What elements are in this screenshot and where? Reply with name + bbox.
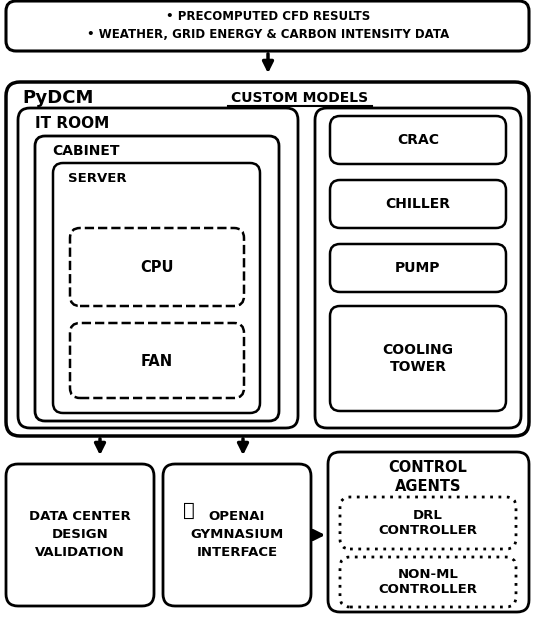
Text: SERVER: SERVER: [68, 172, 126, 185]
FancyBboxPatch shape: [315, 108, 521, 428]
FancyBboxPatch shape: [340, 557, 516, 607]
FancyBboxPatch shape: [70, 228, 244, 306]
Text: CONTROL
AGENTS: CONTROL AGENTS: [389, 459, 467, 495]
FancyBboxPatch shape: [330, 306, 506, 411]
Text: CPU: CPU: [140, 260, 174, 274]
Text: DRL
CONTROLLER: DRL CONTROLLER: [378, 509, 478, 537]
FancyBboxPatch shape: [330, 116, 506, 164]
Text: PyDCM: PyDCM: [22, 89, 93, 107]
FancyBboxPatch shape: [163, 464, 311, 606]
Text: • PRECOMPUTED CFD RESULTS: • PRECOMPUTED CFD RESULTS: [166, 9, 370, 23]
FancyBboxPatch shape: [18, 108, 298, 428]
Text: CRAC: CRAC: [397, 133, 439, 147]
Text: IT ROOM: IT ROOM: [35, 116, 109, 131]
FancyBboxPatch shape: [70, 323, 244, 398]
FancyBboxPatch shape: [6, 1, 529, 51]
Text: CUSTOM MODELS: CUSTOM MODELS: [232, 91, 369, 105]
FancyBboxPatch shape: [330, 244, 506, 292]
Text: CABINET: CABINET: [52, 144, 120, 158]
Text: ⓞ: ⓞ: [183, 501, 195, 520]
Text: PUMP: PUMP: [395, 261, 441, 275]
FancyBboxPatch shape: [340, 497, 516, 549]
Text: OPENAI
GYMNASIUM
INTERFACE: OPENAI GYMNASIUM INTERFACE: [190, 510, 284, 560]
Text: • WEATHER, GRID ENERGY & CARBON INTENSITY DATA: • WEATHER, GRID ENERGY & CARBON INTENSIT…: [87, 28, 449, 41]
FancyBboxPatch shape: [328, 452, 529, 612]
Text: FAN: FAN: [141, 354, 173, 369]
Text: CHILLER: CHILLER: [385, 197, 450, 211]
FancyBboxPatch shape: [35, 136, 279, 421]
FancyBboxPatch shape: [330, 180, 506, 228]
Text: COOLING
TOWER: COOLING TOWER: [383, 344, 453, 374]
FancyBboxPatch shape: [6, 82, 529, 436]
FancyBboxPatch shape: [6, 464, 154, 606]
Text: DATA CENTER
DESIGN
VALIDATION: DATA CENTER DESIGN VALIDATION: [29, 510, 131, 560]
FancyBboxPatch shape: [53, 163, 260, 413]
Text: NON-ML
CONTROLLER: NON-ML CONTROLLER: [378, 568, 478, 596]
Text: HVAC: HVAC: [332, 116, 378, 131]
